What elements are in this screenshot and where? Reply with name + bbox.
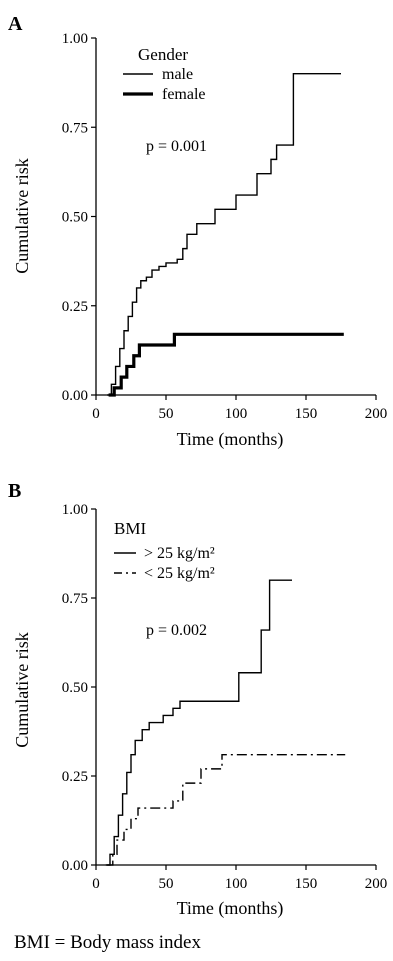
panel-a-y-tick-label: 0.50 [62,210,88,226]
panel-b-y-axis-title: Cumulative risk [12,632,32,748]
panel-b-ticks: 0.00 0.25 0.50 0.75 1.00 0 50 100 150 200 [62,502,388,892]
panel-b-y-tick-label: 0.50 [62,680,88,696]
panel-a-series-line-1 [107,73,341,396]
panel-a-x-axis-title: Time (months) [177,429,284,450]
panel-b: B 0.00 0.25 0.50 0.75 1.00 0 50 100 150 200 Cumul… [8,480,387,919]
panel-a-letter: A [8,13,23,35]
panel-a-ticks: 0.00 0.25 0.50 0.75 1.00 0 50 100 150 200 [62,31,388,422]
panel-a-series-line-2 [108,332,344,397]
legend-label-male: male [162,66,193,83]
legend-label-female: female [162,86,206,103]
panel-b-y-tick-label: 0.75 [62,591,88,607]
panel-b-x-tick-label: 200 [365,876,388,892]
footnote: BMI = Body mass index [14,932,201,953]
panel-a-x-tick-label: 50 [159,406,174,422]
panel-a-x-tick-label: 0 [92,406,100,422]
panel-a-y-tick-label: 0.25 [62,299,88,315]
panel-a-x-tick-label: 150 [295,406,318,422]
panel-a-y-tick-label: 0.00 [62,388,88,404]
panel-b-y-tick-label: 1.00 [62,502,88,518]
panel-b-x-tick-label: 50 [159,876,174,892]
panel-b-series-line-1 [105,579,292,866]
panel-b-legend-title: BMI [114,519,146,538]
panel-b-x-axis-title: Time (months) [177,898,284,919]
panel-b-legend: BMI > 25 kg/m² < 25 kg/m² [114,519,215,582]
panel-a-legend: Gender male female [123,45,206,103]
panel-a-y-tick-label: 0.75 [62,120,88,136]
panel-a-p-value: p = 0.001 [146,138,207,155]
panel-a: A 0.00 0.25 0.50 0.75 1.00 0 50 100 150 200 Cumul… [8,13,387,450]
panel-a-legend-title: Gender [138,45,188,64]
panel-b-p-value: p = 0.002 [146,622,207,639]
panel-a-x-tick-label: 100 [225,406,248,422]
panel-a-series [107,73,344,397]
panel-b-letter: B [8,480,21,502]
panel-b-y-tick-label: 0.25 [62,769,88,785]
panel-a-y-tick-label: 1.00 [62,31,88,47]
legend-label-bmi-low: < 25 kg/m² [144,565,215,582]
panel-b-y-tick-label: 0.00 [62,858,88,874]
panel-b-x-tick-label: 100 [225,876,248,892]
panel-b-x-tick-label: 0 [92,876,100,892]
panel-a-y-axis-title: Cumulative risk [12,158,32,274]
panel-a-x-tick-label: 200 [365,406,388,422]
legend-label-bmi-high: > 25 kg/m² [144,545,215,562]
panel-b-series [105,579,346,866]
panel-b-series-line-2 [107,753,346,866]
panel-b-x-tick-label: 150 [295,876,318,892]
